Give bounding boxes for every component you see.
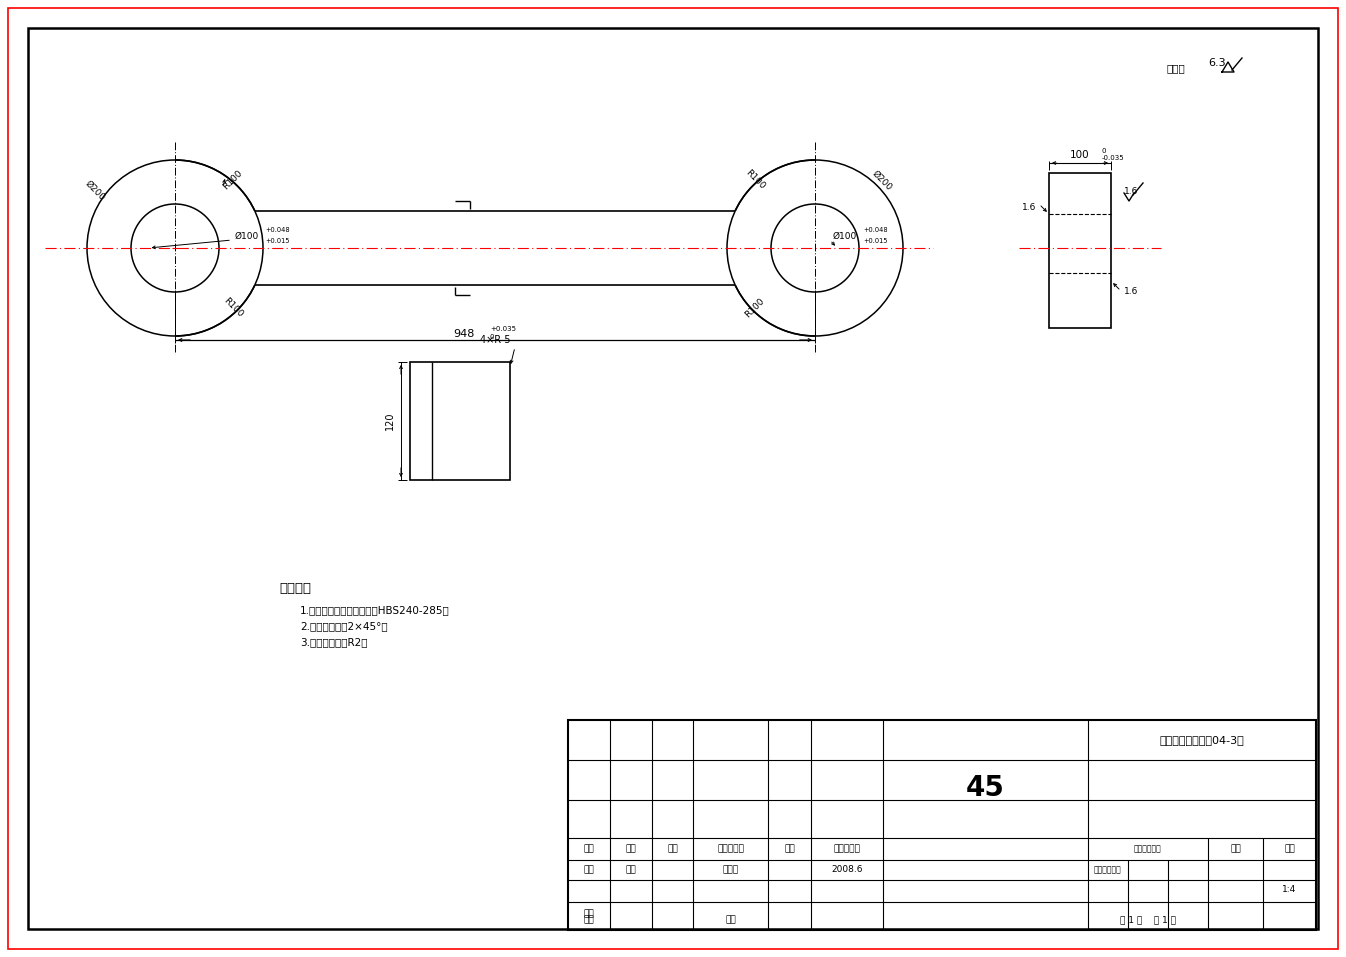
Text: 中国矿业大学机自04-3班: 中国矿业大学机自04-3班 [1160, 735, 1244, 745]
Text: 签名: 签名 [785, 844, 795, 854]
Text: R100: R100 [222, 168, 245, 191]
Text: Ø100: Ø100 [236, 232, 260, 240]
Text: （阶段标记）: （阶段标记） [1094, 865, 1121, 875]
Text: 技术要求: 技术要求 [279, 582, 311, 594]
Text: R100: R100 [743, 168, 766, 191]
Text: Ø100: Ø100 [833, 232, 857, 240]
Text: 45: 45 [966, 774, 1005, 802]
Text: 工艺: 工艺 [584, 916, 595, 924]
Text: 1.孔内表面调质处理后硬度HBS240-285；: 1.孔内表面调质处理后硬度HBS240-285； [300, 605, 450, 615]
Text: 其余：: 其余： [1166, 63, 1184, 73]
Text: +0.048: +0.048 [265, 227, 289, 233]
Text: （阶段标记）: （阶段标记） [1135, 844, 1162, 854]
Text: 1.6: 1.6 [1022, 203, 1036, 211]
Text: 0: 0 [1102, 148, 1106, 154]
Bar [1049, 173, 1110, 328]
Text: 100: 100 [1070, 150, 1090, 160]
Text: R100: R100 [222, 297, 245, 320]
Text: 120: 120 [385, 412, 394, 431]
Text: 审核: 审核 [584, 909, 595, 919]
Text: 2.未标注倒角为2×45°；: 2.未标注倒角为2×45°； [300, 621, 388, 631]
Text: 比例: 比例 [1284, 844, 1295, 854]
Text: 1.6: 1.6 [1124, 286, 1139, 296]
Text: 质量: 质量 [1230, 844, 1241, 854]
Text: R100: R100 [743, 297, 766, 320]
Text: 批准: 批准 [725, 916, 736, 924]
Text: 分区: 分区 [668, 844, 678, 854]
Text: +0.015: +0.015 [265, 238, 289, 244]
Text: +0.048: +0.048 [863, 227, 887, 233]
Text: 年、月、日: 年、月、日 [833, 844, 860, 854]
Text: 更改文件号: 更改文件号 [717, 844, 744, 854]
Bar [411, 362, 510, 480]
Text: 2008.6: 2008.6 [832, 865, 863, 875]
Text: 标记: 标记 [584, 844, 595, 854]
Text: 6.3: 6.3 [1207, 58, 1226, 68]
Text: Ø200: Ø200 [83, 179, 106, 203]
Text: 1.6: 1.6 [1124, 187, 1139, 195]
Text: +0.035: +0.035 [490, 326, 516, 332]
Text: 共 1 张    第 1 张: 共 1 张 第 1 张 [1120, 916, 1176, 924]
Text: +0.015: +0.015 [863, 238, 887, 244]
Text: 注额: 注额 [626, 865, 637, 875]
Text: 3.未标注圆角为R2。: 3.未标注圆角为R2。 [300, 637, 367, 647]
Bar [568, 720, 1316, 930]
Text: Ø200: Ø200 [871, 169, 894, 192]
Text: 设计: 设计 [584, 865, 595, 875]
Text: 0: 0 [490, 334, 494, 340]
Text: 标准化: 标准化 [723, 865, 739, 875]
Text: 处理: 处理 [626, 844, 637, 854]
Text: 948: 948 [454, 329, 475, 339]
Text: 1:4: 1:4 [1283, 885, 1296, 895]
Text: 4×R 5: 4×R 5 [479, 335, 510, 345]
Text: -0.035: -0.035 [1102, 155, 1125, 161]
